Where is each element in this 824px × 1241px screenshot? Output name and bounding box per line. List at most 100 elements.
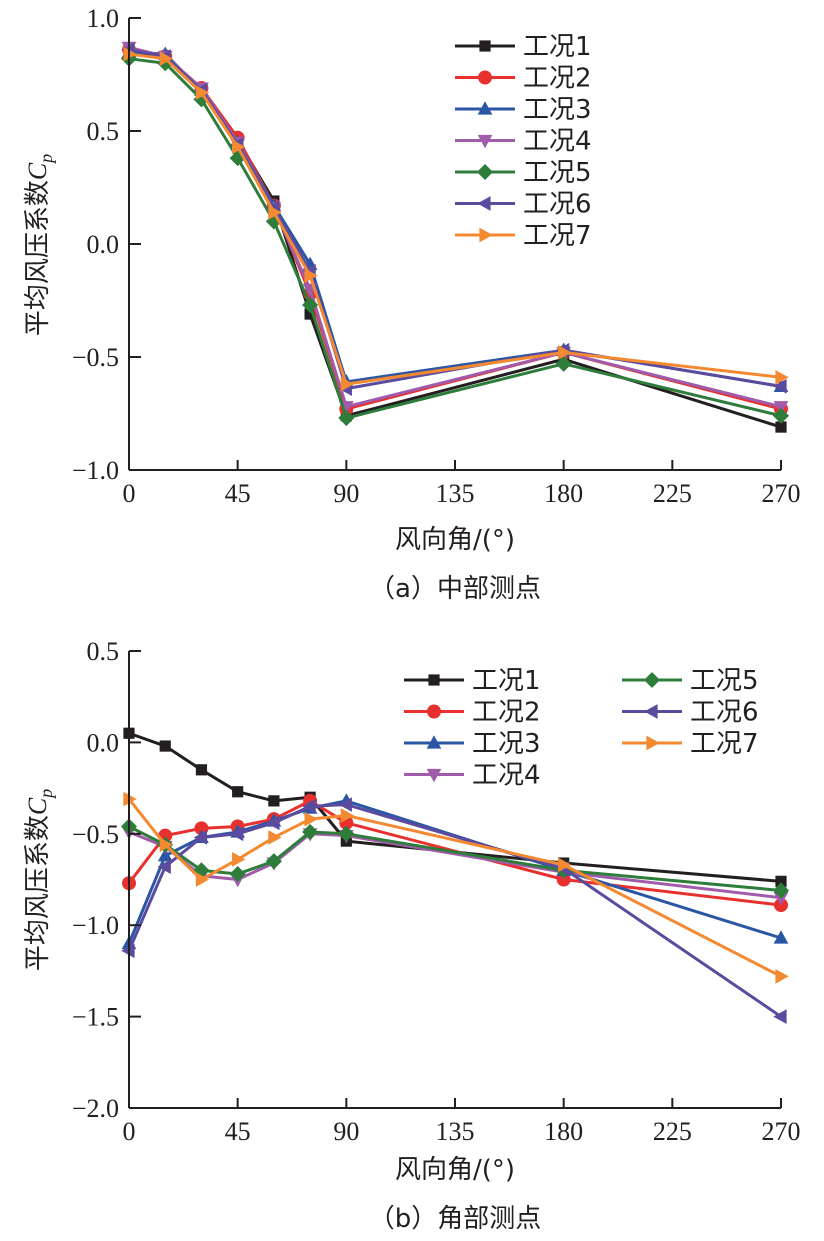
chart-a-series-line [128,45,782,409]
chart-a-legend-item: 工况6 [455,190,592,220]
chart-b-data-point [157,848,173,862]
chart-b-legend-marker [643,671,661,689]
chart-b-data-point [340,808,355,823]
chart-b-data-point [775,875,787,887]
chart-b-data-point [229,865,246,883]
chart-b-series-line [128,731,782,883]
chart-a-y-tick-label: 0.0 [87,230,120,259]
chart-a-legend-item: 工况7 [455,221,592,251]
chart-b-data-point [302,823,319,841]
chart-a-x-tick-label: 0 [123,479,136,508]
chart-a-x-axis-label: 风向角/(°) [395,525,515,555]
chart-a-legend-label: 工况3 [523,95,592,125]
chart-b-x-tick-label: 270 [762,1117,801,1146]
chart-b-legend-label: 工况4 [472,761,541,791]
chart-a-data-point [302,296,319,314]
chart-b-legend-marker [644,704,658,719]
chart-a-y-tick-label: 0.5 [87,117,120,146]
chart-b-legend-label: 工况3 [472,729,541,759]
chart-b: −2.0−1.5−1.0−0.50.00.50 45 90 135 180 225 270 … [23,637,801,1234]
chart-b-data-point [159,740,171,752]
chart-b-series-1 [123,727,787,887]
chart-b-y-axis-subscript: p [36,789,56,800]
chart-b-legend-item: 工况1 [404,666,541,696]
chart-a-legend-marker [479,40,491,52]
chart-b-series-line [127,803,782,1018]
chart-a-series-7 [123,46,789,392]
chart-a-legend-item: 工况2 [455,64,592,94]
chart-b-legend-item: 工况7 [622,729,759,759]
chart-a-data-point [772,407,790,424]
chart-a-data-point [558,345,572,360]
chart-b-data-point [193,830,208,845]
chart-b-y-tick-label: 0.5 [87,637,120,666]
chart-a-legend-item: 工况5 [455,158,592,188]
chart-a-data-point [304,308,316,320]
chart-b-legend-label: 工况1 [472,666,541,696]
chart-a-series-layer [120,41,790,433]
chart-a-x-tick-label: 90 [333,479,359,508]
chart-a-legend-item: 工况4 [455,127,592,157]
chart-b-x-tick-label: 225 [653,1117,692,1146]
chart-b-x-tick-label: 180 [544,1117,583,1146]
chart-a-data-point [232,139,246,155]
chart-a-series-6 [121,42,787,396]
chart-a-legend-label: 工况6 [523,190,592,220]
chart-a-data-point [268,205,282,220]
chart-b-data-point [772,882,790,899]
chart-a-data-point [195,85,210,100]
chart-b-series-layer [120,727,790,1024]
chart-a-legend-label: 工况5 [523,158,592,188]
chart-b-y-axis-symbol: C [23,797,52,815]
chart-b-data-point [121,943,135,959]
chart-b-x-tick-label: 90 [333,1117,359,1146]
chart-a-data-point [304,268,318,283]
chart-b-y-tick-label: −1.0 [72,911,119,940]
chart-b-legend-item: 工况2 [404,698,541,728]
chart-b-series-7 [123,791,789,984]
chart-a-y-axis-subscript: p [36,154,56,165]
chart-b-data-point [773,930,789,944]
chart-a-legend-item: 工况3 [455,95,592,125]
chart-b-y-tick-label: −0.5 [72,820,119,849]
chart-b-data-point [338,825,355,842]
chart-b-y-axis-label-text: 平均风压系数 [23,815,53,971]
chart-a-x-tick-label: 180 [544,479,583,508]
chart-a-data-point [555,355,572,372]
chart-b-data-point [232,852,246,867]
chart-a-data-point [123,46,137,62]
chart-b-legend-marker [426,735,442,749]
chart-b-data-point [159,837,173,853]
chart-a-y-tick-label: 1.0 [87,4,120,33]
chart-b-legend-item: 工况5 [622,666,759,696]
chart-a-series-3 [121,44,789,392]
chart-b-legend-marker [428,674,440,686]
chart-a-data-point [338,409,355,427]
chart-a-series-2 [122,42,788,416]
chart-a: −1.0−0.50.00.51.00 45 90 135 180 225 270 工况1工况… [23,4,801,604]
chart-a-legend-label: 工况1 [523,32,592,62]
chart-b-legend-item: 工况4 [404,761,541,791]
chart-a-legend-label: 工况2 [523,64,592,94]
chart-b-series-6 [121,797,787,1024]
chart-a-x-tick-label: 270 [762,479,801,508]
chart-b-data-point [302,799,316,814]
chart-b-data-point [775,969,789,984]
chart-a-x-tick-label: 135 [436,479,475,508]
chart-a-legend-label: 工况7 [523,221,592,251]
chart-a-data-point [340,376,355,392]
chart-a-legend-marker [477,134,493,149]
chart-b-data-point [773,1009,787,1024]
chart-a-x-tick-label: 45 [225,479,251,508]
chart-a-data-point [159,51,173,67]
chart-b-y-tick-label: 0.0 [87,728,120,757]
chart-b-x-axis-label: 风向角/(°) [395,1155,515,1185]
chart-a-y-axis-symbol: C [23,162,52,180]
chart-a-y-tick-label: −1.0 [72,456,119,485]
chart-a-series-line [128,52,782,386]
chart-a-x-tick-label: 225 [653,479,692,508]
chart-a-data-point [773,379,787,394]
chart-a-y-axis-label-text: 平均风压系数 [23,180,53,336]
